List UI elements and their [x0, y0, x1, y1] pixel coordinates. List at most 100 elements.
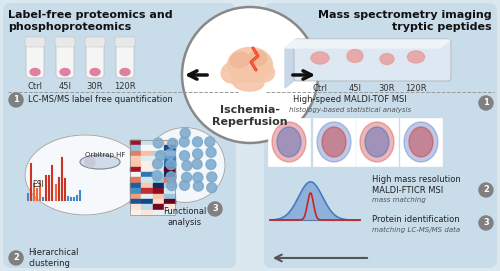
Bar: [142, 204, 152, 209]
Bar: [152, 204, 164, 209]
Circle shape: [152, 171, 162, 181]
Bar: [164, 172, 175, 178]
Circle shape: [180, 151, 190, 161]
Text: Hierarchical
clustering: Hierarchical clustering: [28, 248, 78, 268]
Ellipse shape: [85, 157, 95, 167]
Bar: [164, 178, 175, 183]
Text: 30R: 30R: [378, 84, 395, 93]
Bar: [164, 167, 175, 172]
FancyBboxPatch shape: [3, 3, 236, 268]
Bar: [130, 209, 141, 215]
Circle shape: [182, 161, 192, 171]
Text: 120R: 120R: [114, 82, 136, 91]
Text: histology-based statistical analysis: histology-based statistical analysis: [289, 107, 411, 113]
Bar: [130, 151, 141, 156]
Ellipse shape: [409, 127, 433, 157]
Ellipse shape: [232, 73, 264, 91]
Bar: [152, 188, 164, 193]
Circle shape: [9, 251, 23, 265]
Ellipse shape: [365, 127, 389, 157]
Text: Ctrl: Ctrl: [28, 82, 42, 91]
Ellipse shape: [60, 69, 70, 76]
Circle shape: [167, 180, 177, 191]
Bar: [152, 145, 164, 151]
Text: 120R: 120R: [405, 84, 427, 93]
Bar: [152, 162, 164, 167]
Text: Orbitrap HF: Orbitrap HF: [85, 152, 125, 158]
Bar: [152, 151, 164, 156]
Text: 1: 1: [13, 95, 19, 105]
Text: LC-MS/MS label free quantification: LC-MS/MS label free quantification: [28, 95, 173, 105]
Circle shape: [192, 159, 202, 169]
Text: Protein identification: Protein identification: [372, 215, 460, 224]
Bar: [130, 199, 141, 204]
Text: 45I: 45I: [58, 82, 71, 91]
Text: Functional
analysis: Functional analysis: [164, 207, 206, 227]
FancyBboxPatch shape: [115, 37, 135, 47]
Text: mass matching: mass matching: [372, 197, 426, 203]
Circle shape: [156, 151, 166, 160]
FancyBboxPatch shape: [116, 41, 134, 78]
Circle shape: [180, 128, 190, 138]
Ellipse shape: [80, 155, 120, 169]
Circle shape: [166, 160, 176, 170]
Bar: [142, 172, 152, 178]
Bar: [152, 172, 164, 178]
Bar: [142, 151, 152, 156]
Bar: [130, 178, 141, 183]
Text: ESI: ESI: [32, 180, 44, 189]
Text: matching LC-MS/MS data: matching LC-MS/MS data: [372, 227, 460, 233]
Bar: [268, 118, 310, 166]
Circle shape: [180, 180, 190, 190]
Bar: [164, 156, 175, 162]
Bar: [164, 209, 175, 215]
Bar: [164, 188, 175, 193]
Text: High mass resolution
MALDI-FTICR MSI: High mass resolution MALDI-FTICR MSI: [372, 175, 460, 195]
Bar: [164, 193, 175, 199]
Text: 3: 3: [483, 218, 489, 227]
Ellipse shape: [317, 122, 351, 162]
Bar: [142, 183, 152, 188]
Circle shape: [207, 172, 217, 182]
Circle shape: [179, 137, 189, 147]
Bar: [313, 118, 355, 166]
Circle shape: [208, 202, 222, 216]
Bar: [164, 183, 175, 188]
Bar: [164, 151, 175, 156]
Bar: [130, 145, 141, 151]
Text: 45I: 45I: [348, 84, 362, 93]
Bar: [142, 145, 152, 151]
FancyBboxPatch shape: [85, 37, 105, 47]
Circle shape: [168, 138, 177, 148]
Bar: [164, 199, 175, 204]
FancyBboxPatch shape: [55, 37, 75, 47]
Text: 30R: 30R: [87, 82, 104, 91]
Bar: [164, 204, 175, 209]
Ellipse shape: [408, 51, 424, 63]
Ellipse shape: [380, 53, 394, 64]
Bar: [130, 167, 141, 172]
Ellipse shape: [230, 52, 250, 67]
Ellipse shape: [221, 61, 249, 83]
Text: Ctrl: Ctrl: [312, 84, 328, 93]
Bar: [152, 183, 164, 188]
Bar: [164, 145, 175, 151]
Circle shape: [193, 172, 203, 182]
Ellipse shape: [228, 47, 272, 82]
Bar: [142, 167, 152, 172]
Circle shape: [207, 183, 217, 193]
Bar: [142, 140, 152, 145]
Bar: [142, 199, 152, 204]
Bar: [130, 140, 141, 145]
Ellipse shape: [272, 122, 306, 162]
Circle shape: [166, 172, 176, 182]
Bar: [130, 162, 141, 167]
Bar: [152, 140, 164, 145]
Circle shape: [206, 159, 216, 169]
Circle shape: [205, 137, 215, 147]
FancyBboxPatch shape: [294, 39, 451, 81]
Bar: [142, 156, 152, 162]
Bar: [142, 178, 152, 183]
Circle shape: [9, 93, 23, 107]
Bar: [130, 172, 141, 178]
